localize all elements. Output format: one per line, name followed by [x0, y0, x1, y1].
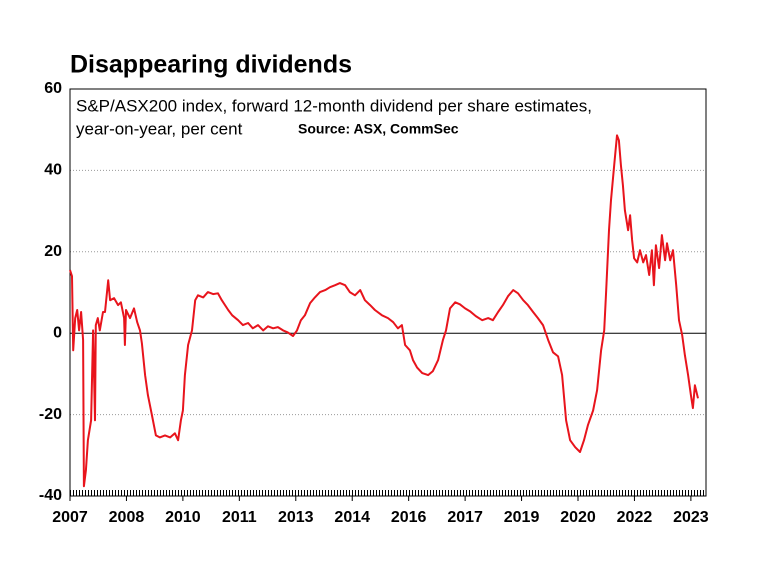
x-tick-label: 2014	[334, 509, 370, 526]
y-tick-label: -40	[39, 487, 62, 504]
x-tick-label: 2023	[673, 509, 709, 526]
chart-title: Disappearing dividends	[70, 51, 352, 79]
x-tick-label: 2010	[165, 509, 201, 526]
y-tick-label: 20	[44, 243, 62, 260]
x-tick-label: 2019	[504, 509, 540, 526]
source: Source: ASX, CommSec	[298, 121, 459, 137]
x-tick-label: 2016	[391, 509, 427, 526]
y-tick-label: 60	[44, 80, 62, 97]
x-tick-label: 2013	[278, 509, 314, 526]
x-tick-label: 2017	[447, 509, 483, 526]
subtitle: year-on-year, per cent	[76, 119, 243, 138]
y-tick-label: 40	[44, 162, 62, 179]
x-tick-label: 2011	[222, 509, 257, 526]
y-tick-label: -20	[39, 406, 62, 423]
x-tick-label: 2008	[109, 509, 145, 526]
x-tick-label: 2020	[560, 509, 596, 526]
y-tick-label: 0	[53, 324, 62, 341]
subtitle: S&P/ASX200 index, forward 12-month divid…	[76, 96, 592, 115]
x-tick-label: 2022	[617, 509, 653, 526]
x-tick-label: 2007	[52, 509, 88, 526]
line	[69, 134, 699, 488]
